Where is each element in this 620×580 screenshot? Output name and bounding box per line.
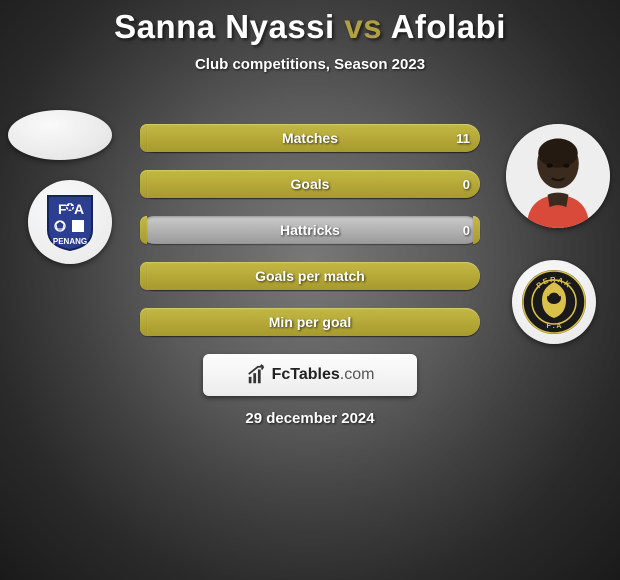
club-perak-icon: PERAK F . A <box>520 268 588 336</box>
player1-club-badge: F A PENANG <box>28 180 112 264</box>
club-penang-icon: F A PENANG <box>38 190 102 254</box>
bar-value-right: 0 <box>453 216 480 244</box>
stat-bar-row: Matches11 <box>140 124 480 152</box>
player2-club-badge: PERAK F . A <box>512 260 596 344</box>
stat-bar-row: Min per goal <box>140 308 480 336</box>
bar-value-right: 0 <box>453 170 480 198</box>
page-title: Sanna Nyassi vs Afolabi <box>0 0 620 46</box>
stat-bar-row: Goals per match <box>140 262 480 290</box>
date-label: 29 december 2024 <box>0 410 620 427</box>
fctables-logo: FcTables.com <box>203 354 417 396</box>
bar-chart-icon <box>246 364 268 386</box>
svg-text:F: F <box>58 201 67 217</box>
player1-name: Sanna Nyassi <box>114 8 335 45</box>
bar-label: Goals <box>140 170 480 198</box>
bar-label: Hattricks <box>140 216 480 244</box>
logo-brand: FcTables <box>272 366 340 383</box>
stat-bar-row: Hattricks0 <box>140 216 480 244</box>
stat-bars: Matches11Goals0Hattricks0Goals per match… <box>140 124 480 354</box>
stat-bar-row: Goals0 <box>140 170 480 198</box>
player2-avatar <box>506 124 610 228</box>
svg-text:PENANG: PENANG <box>53 237 87 246</box>
vs-label: vs <box>344 8 382 45</box>
logo-domain: .com <box>340 366 375 383</box>
svg-text:A: A <box>74 201 84 217</box>
bar-label: Matches <box>140 124 480 152</box>
player2-portrait-icon <box>506 124 610 228</box>
svg-text:F . A: F . A <box>547 323 562 330</box>
player1-avatar <box>8 110 112 160</box>
bar-label: Goals per match <box>140 262 480 290</box>
bar-value-right: 11 <box>446 124 480 152</box>
subtitle: Club competitions, Season 2023 <box>0 56 620 73</box>
logo-text: FcTables.com <box>272 366 375 384</box>
bar-label: Min per goal <box>140 308 480 336</box>
player2-name: Afolabi <box>391 8 506 45</box>
